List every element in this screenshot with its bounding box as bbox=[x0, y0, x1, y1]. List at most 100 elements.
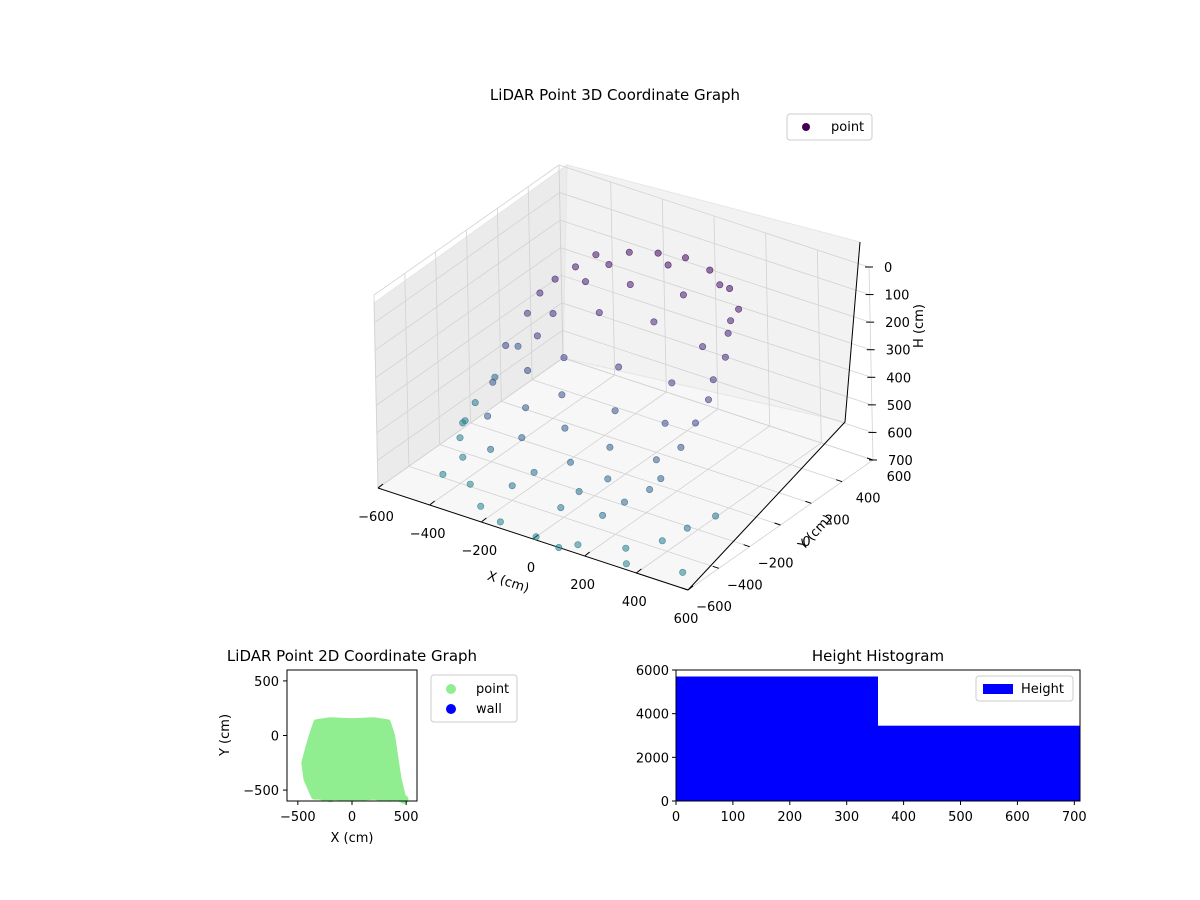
ticks-3d: −600−400−2000200400600−600−400−200020040… bbox=[358, 261, 913, 627]
grid-z-6 bbox=[377, 329, 873, 461]
ticks-histogram: 0 100 200 300 400 500 600 700 0 2000 4000 6000 bbox=[636, 664, 1087, 825]
point-3d-27 bbox=[560, 354, 568, 362]
point-3d-59 bbox=[456, 434, 464, 442]
grid-backx-vert-1 bbox=[610, 181, 616, 376]
point-3d-38 bbox=[522, 404, 530, 412]
y-axis-label-3d: Y (cm) bbox=[795, 512, 835, 554]
point-3d-48 bbox=[487, 445, 495, 453]
x-tick-label-hist-4: 400 bbox=[891, 810, 916, 825]
point-3d-40 bbox=[606, 443, 614, 451]
grid-backy-vert-0 bbox=[373, 294, 379, 489]
point-3d-33 bbox=[558, 391, 566, 399]
x-tick-3d-4 bbox=[584, 551, 590, 557]
point-3d-34 bbox=[611, 407, 619, 415]
grid-z-4 bbox=[376, 274, 872, 406]
x-tick-label-3d-4: 200 bbox=[570, 578, 595, 593]
point-3d-12 bbox=[721, 353, 729, 361]
point-3d-13 bbox=[551, 275, 559, 283]
point-3d-31 bbox=[502, 341, 510, 349]
x-tick-label-hist-5: 500 bbox=[948, 810, 973, 825]
x-tick-label-hist-2: 200 bbox=[777, 810, 802, 825]
y-axis-line bbox=[687, 421, 846, 591]
z-tick-label-3d-4: 400 bbox=[886, 371, 911, 386]
point-3d-64 bbox=[532, 533, 540, 541]
z-tick-label-3d-6: 600 bbox=[887, 426, 912, 441]
legend-2d: point wall bbox=[430, 674, 518, 723]
histogram-bar-0 bbox=[676, 676, 878, 801]
legend-2d-marker-wall bbox=[446, 704, 456, 714]
points-3d bbox=[439, 248, 743, 576]
z-axis-label-3d: H (cm) bbox=[912, 304, 927, 348]
point-3d-26 bbox=[533, 332, 541, 340]
point-3d-49 bbox=[530, 468, 538, 476]
legend-3d-marker bbox=[802, 123, 810, 131]
y-tick-label-hist-1: 2000 bbox=[636, 751, 669, 766]
point-3d-35 bbox=[661, 419, 669, 427]
point-3d-16 bbox=[679, 291, 687, 299]
point-3d-14 bbox=[581, 278, 589, 286]
point-2d-5 bbox=[399, 794, 409, 804]
y-tick-3d-1 bbox=[712, 565, 719, 569]
grid-z-3 bbox=[375, 247, 871, 379]
x-tick-label-2d-1: 0 bbox=[348, 810, 356, 825]
x-tick-label-3d-3: 0 bbox=[527, 561, 535, 576]
x-tick-label-3d-5: 400 bbox=[622, 595, 647, 610]
x-tick-label-hist-6: 600 bbox=[1005, 810, 1030, 825]
y-tick-label-3d-3: 0 bbox=[802, 535, 810, 550]
grid-backx-vert-6 bbox=[868, 266, 874, 461]
legend-2d-label-wall: wall bbox=[476, 702, 502, 717]
legend-histogram-swatch bbox=[983, 684, 1013, 694]
legend-histogram-frame bbox=[975, 675, 1074, 702]
point-3d-54 bbox=[599, 511, 607, 519]
point-3d-21 bbox=[595, 309, 603, 317]
x-tick-3d-1 bbox=[429, 500, 435, 506]
point-3d-19 bbox=[536, 289, 544, 297]
scatter-2d-chart: LiDAR Point 2D Coordinate Graph −500 0 500… bbox=[218, 647, 518, 846]
grid-backx-vert-2 bbox=[661, 198, 667, 393]
point-3d-53 bbox=[557, 504, 565, 512]
x-tick-label-hist-0: 0 bbox=[672, 810, 680, 825]
point-3d-6 bbox=[735, 305, 743, 313]
point-3d-20 bbox=[549, 309, 557, 317]
point-3d-10 bbox=[716, 281, 724, 289]
grid-z-2 bbox=[374, 219, 871, 351]
z-tick-label-3d-2: 200 bbox=[885, 316, 910, 331]
x-tick-label-3d-1: −400 bbox=[410, 527, 446, 542]
x-tick-label-3d-6: 600 bbox=[674, 612, 699, 627]
point-3d-56 bbox=[491, 373, 499, 381]
point-3d-43 bbox=[484, 412, 492, 420]
point-3d-9 bbox=[664, 261, 672, 269]
y-tick-label-3d-1: −400 bbox=[727, 578, 763, 593]
grid-z-5 bbox=[376, 302, 872, 434]
x-tick-3d-0 bbox=[377, 483, 384, 489]
grid-backy-vert-3 bbox=[466, 229, 471, 424]
point-3d-71 bbox=[439, 470, 447, 478]
point-3d-39 bbox=[561, 424, 569, 432]
grid-3d bbox=[373, 164, 874, 591]
point-3d-46 bbox=[604, 475, 612, 483]
point-3d-7 bbox=[571, 263, 579, 271]
ticks-2d: −500 0 500 −500 0 500 bbox=[243, 675, 418, 825]
y-tick-label-2d-1: 0 bbox=[271, 730, 279, 745]
legend-3d: point bbox=[786, 113, 873, 141]
point-3d-66 bbox=[622, 544, 630, 552]
point-3d-50 bbox=[575, 487, 583, 495]
z-tick-label-3d-5: 500 bbox=[887, 399, 912, 414]
y-axis-label-2d: Y (cm) bbox=[218, 714, 233, 757]
y-tick-label-hist-0: 0 bbox=[661, 795, 669, 810]
grid-backy-vert-5 bbox=[527, 186, 533, 380]
y-tick-label-2d-0: −500 bbox=[243, 784, 279, 799]
chart-3d-title: LiDAR Point 3D Coordinate Graph bbox=[490, 86, 740, 104]
histogram-bars bbox=[676, 676, 1080, 801]
point-3d-57 bbox=[471, 399, 479, 407]
legend-histogram-label: Height bbox=[1021, 682, 1064, 697]
z-tick-label-3d-3: 300 bbox=[886, 344, 911, 359]
point-3d-23 bbox=[699, 343, 707, 351]
grid-backx-vert-4 bbox=[765, 232, 771, 427]
point-3d-15 bbox=[626, 280, 634, 288]
point-3d-62 bbox=[477, 502, 485, 510]
point-3d-68 bbox=[683, 524, 691, 532]
point-3d-47 bbox=[646, 485, 654, 493]
point-3d-24 bbox=[704, 396, 712, 404]
